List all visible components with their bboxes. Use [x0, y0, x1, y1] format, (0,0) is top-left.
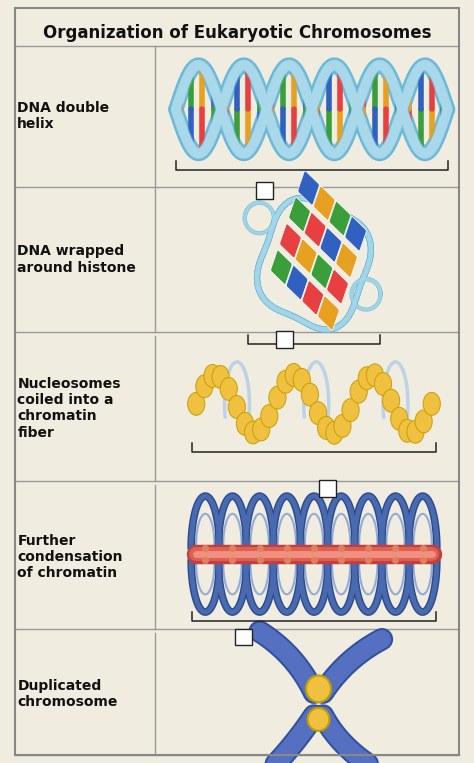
Text: Nucleosomes
coiled into a
chromatin
fiber: Nucleosomes coiled into a chromatin fibe… [18, 377, 121, 439]
Ellipse shape [310, 401, 327, 424]
Ellipse shape [415, 410, 432, 433]
FancyBboxPatch shape [345, 217, 366, 251]
Bar [276, 331, 293, 348]
Ellipse shape [220, 378, 237, 401]
Ellipse shape [407, 420, 424, 443]
FancyBboxPatch shape [314, 186, 335, 221]
Ellipse shape [293, 369, 310, 391]
Ellipse shape [204, 365, 221, 388]
FancyBboxPatch shape [289, 198, 310, 231]
Ellipse shape [301, 383, 319, 406]
FancyBboxPatch shape [280, 224, 301, 258]
FancyBboxPatch shape [302, 281, 323, 315]
Text: Further
condensation
of chromatin: Further condensation of chromatin [18, 534, 123, 580]
Text: Organization of Eukaryotic Chromosomes: Organization of Eukaryotic Chromosomes [43, 24, 431, 43]
Ellipse shape [366, 364, 383, 387]
Ellipse shape [391, 407, 408, 430]
Ellipse shape [318, 417, 335, 439]
Ellipse shape [237, 412, 254, 435]
FancyBboxPatch shape [295, 239, 317, 273]
Ellipse shape [306, 675, 331, 702]
FancyBboxPatch shape [311, 254, 332, 288]
Ellipse shape [277, 370, 294, 393]
Bar [255, 182, 273, 199]
Ellipse shape [285, 363, 302, 386]
Ellipse shape [188, 392, 205, 415]
Bar [319, 480, 336, 497]
FancyBboxPatch shape [336, 243, 357, 277]
Text: Duplicated
chromosome: Duplicated chromosome [18, 679, 118, 710]
Ellipse shape [253, 418, 270, 441]
Ellipse shape [350, 380, 367, 403]
Ellipse shape [399, 420, 416, 443]
Text: DNA double
helix: DNA double helix [18, 101, 109, 131]
FancyBboxPatch shape [329, 201, 351, 236]
FancyBboxPatch shape [318, 296, 339, 330]
Ellipse shape [383, 389, 400, 412]
Ellipse shape [308, 708, 329, 731]
Ellipse shape [358, 367, 375, 390]
Ellipse shape [423, 392, 440, 415]
Ellipse shape [334, 414, 351, 437]
Text: DNA wrapped
around histone: DNA wrapped around histone [18, 244, 136, 275]
FancyBboxPatch shape [298, 171, 319, 205]
FancyBboxPatch shape [327, 269, 348, 304]
FancyBboxPatch shape [305, 213, 326, 246]
Ellipse shape [212, 365, 229, 388]
FancyBboxPatch shape [271, 250, 292, 285]
Ellipse shape [228, 395, 246, 418]
Bar [235, 629, 252, 645]
Ellipse shape [342, 398, 359, 421]
Ellipse shape [245, 421, 262, 444]
Ellipse shape [261, 404, 278, 427]
FancyBboxPatch shape [320, 228, 342, 262]
Ellipse shape [326, 421, 343, 444]
Ellipse shape [269, 386, 286, 409]
FancyBboxPatch shape [286, 266, 308, 300]
Ellipse shape [196, 375, 213, 398]
Ellipse shape [374, 372, 392, 395]
